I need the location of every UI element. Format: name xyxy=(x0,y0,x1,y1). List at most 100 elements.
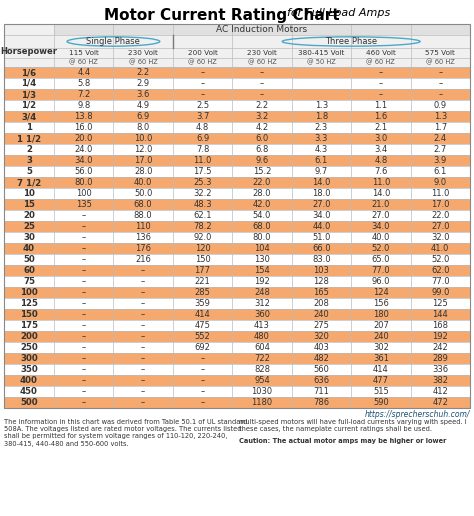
Text: 472: 472 xyxy=(432,398,448,407)
Text: 9.0: 9.0 xyxy=(434,178,447,187)
Text: 21.0: 21.0 xyxy=(372,200,390,209)
Text: 360: 360 xyxy=(254,310,270,319)
Text: 200: 200 xyxy=(20,332,38,341)
Text: 1/6: 1/6 xyxy=(21,68,36,77)
Text: –: – xyxy=(82,211,86,220)
Text: 0.9: 0.9 xyxy=(434,101,447,110)
Text: 275: 275 xyxy=(313,321,329,330)
Bar xyxy=(4,199,470,210)
Text: shall be permitted for system voltage ranges of 110-120, 220-240,: shall be permitted for system voltage ra… xyxy=(4,433,228,440)
Bar xyxy=(4,287,470,298)
Text: 480: 480 xyxy=(254,332,270,341)
Text: 2.3: 2.3 xyxy=(315,123,328,132)
Text: 604: 604 xyxy=(254,343,270,352)
Text: 144: 144 xyxy=(432,310,448,319)
Text: –: – xyxy=(82,343,86,352)
Text: 100: 100 xyxy=(76,189,91,198)
Text: 14.0: 14.0 xyxy=(312,178,331,187)
Bar xyxy=(4,331,470,342)
Text: Single Phase: Single Phase xyxy=(86,37,140,46)
Text: –: – xyxy=(438,68,442,77)
Text: –: – xyxy=(141,398,145,407)
Text: 27.0: 27.0 xyxy=(372,211,390,220)
Text: –: – xyxy=(201,398,205,407)
Text: –: – xyxy=(141,365,145,374)
Bar xyxy=(4,243,470,254)
Bar xyxy=(4,265,470,276)
Text: –: – xyxy=(82,310,86,319)
Text: 414: 414 xyxy=(373,365,389,374)
Bar xyxy=(54,24,470,35)
Text: 3.3: 3.3 xyxy=(315,134,328,143)
Text: 200 Volt: 200 Volt xyxy=(188,50,218,56)
Bar xyxy=(4,24,470,408)
Text: 6.9: 6.9 xyxy=(137,112,150,121)
Bar xyxy=(4,144,470,155)
Text: 2.5: 2.5 xyxy=(196,101,209,110)
Text: 24.0: 24.0 xyxy=(74,145,93,154)
Text: 3.2: 3.2 xyxy=(255,112,269,121)
Text: 135: 135 xyxy=(76,200,91,209)
Text: 80.0: 80.0 xyxy=(253,233,271,242)
Text: 361: 361 xyxy=(373,354,389,363)
Text: –: – xyxy=(82,299,86,308)
Text: 954: 954 xyxy=(254,376,270,385)
Text: 136: 136 xyxy=(135,233,151,242)
Text: –: – xyxy=(141,321,145,330)
Text: 1180: 1180 xyxy=(251,398,273,407)
Text: 10: 10 xyxy=(23,189,35,198)
Text: @ 50 HZ: @ 50 HZ xyxy=(307,59,336,66)
Text: 40.0: 40.0 xyxy=(372,233,390,242)
Text: Caution: The actual motor amps may be higher or lower: Caution: The actual motor amps may be hi… xyxy=(239,439,447,444)
Text: 180: 180 xyxy=(373,310,389,319)
Text: 2.2: 2.2 xyxy=(255,101,269,110)
Text: 99.0: 99.0 xyxy=(431,288,449,297)
Bar xyxy=(4,67,470,78)
Text: 475: 475 xyxy=(195,321,210,330)
Text: 477: 477 xyxy=(373,376,389,385)
Bar xyxy=(4,254,470,265)
Text: 92.0: 92.0 xyxy=(193,233,212,242)
Text: 96.0: 96.0 xyxy=(372,277,390,286)
Text: –: – xyxy=(438,79,442,88)
Bar xyxy=(4,364,470,375)
Text: 192: 192 xyxy=(254,277,270,286)
Bar xyxy=(4,210,470,221)
Bar xyxy=(4,276,470,287)
Text: –: – xyxy=(201,387,205,396)
Text: @ 60 HZ: @ 60 HZ xyxy=(247,59,276,66)
Text: 359: 359 xyxy=(195,299,210,308)
Bar xyxy=(4,221,470,232)
Bar xyxy=(4,353,470,364)
Text: 1.6: 1.6 xyxy=(374,112,387,121)
Text: 1.8: 1.8 xyxy=(315,112,328,121)
Text: 560: 560 xyxy=(313,365,329,374)
Text: 1030: 1030 xyxy=(251,387,273,396)
Bar xyxy=(4,89,470,100)
Text: –: – xyxy=(201,354,205,363)
Text: 40.0: 40.0 xyxy=(134,178,152,187)
Bar xyxy=(4,375,470,386)
Text: 32.0: 32.0 xyxy=(431,233,449,242)
Text: 1.1: 1.1 xyxy=(374,101,387,110)
Text: 1.3: 1.3 xyxy=(434,112,447,121)
Text: 150: 150 xyxy=(195,255,210,264)
Text: 60: 60 xyxy=(23,266,35,275)
Text: 128: 128 xyxy=(313,277,329,286)
Text: 104: 104 xyxy=(254,244,270,253)
Text: –: – xyxy=(82,376,86,385)
Text: 25.3: 25.3 xyxy=(193,178,212,187)
Text: 62.1: 62.1 xyxy=(193,211,212,220)
Text: –: – xyxy=(82,255,86,264)
Text: 125: 125 xyxy=(20,299,38,308)
Text: 44.0: 44.0 xyxy=(312,222,331,231)
Text: 350: 350 xyxy=(20,365,38,374)
Text: 192: 192 xyxy=(432,332,448,341)
Text: 175: 175 xyxy=(20,321,38,330)
Text: –: – xyxy=(260,79,264,88)
Text: –: – xyxy=(201,90,205,99)
Text: 460 Volt: 460 Volt xyxy=(366,50,396,56)
Text: 165: 165 xyxy=(313,288,329,297)
Text: –: – xyxy=(260,68,264,77)
Text: 83.0: 83.0 xyxy=(312,255,331,264)
